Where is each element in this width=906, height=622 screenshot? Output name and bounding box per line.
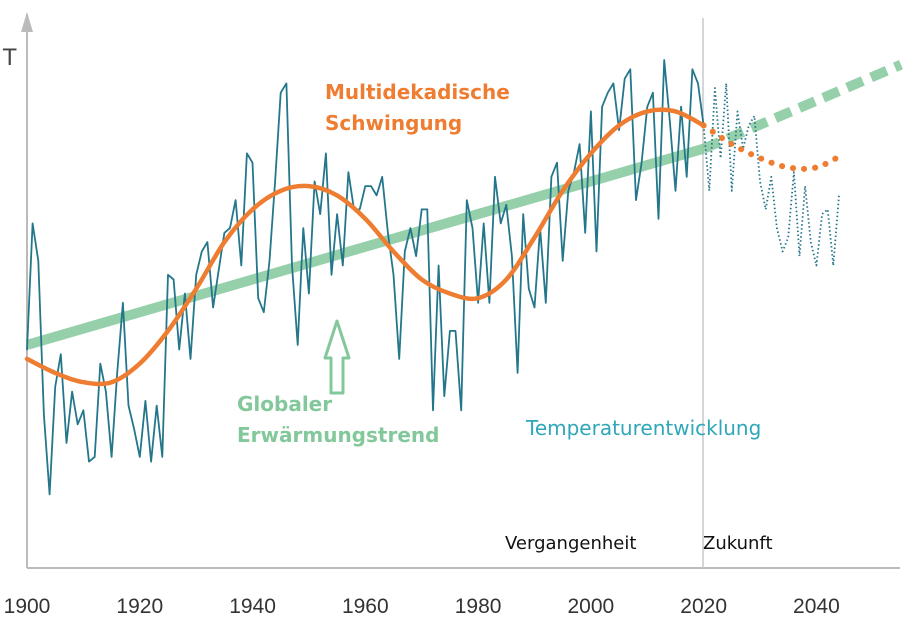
x-tick-label-1920: 1920 xyxy=(116,595,163,618)
oscillation-label-line2: Schwingung xyxy=(325,111,462,135)
series-line-globaler-erwärmungstrend-zukunft-dashed xyxy=(701,60,903,154)
past-label: Vergangenheit xyxy=(505,533,636,554)
oscillation-label-line1: Multidekadische xyxy=(325,80,510,104)
series xyxy=(24,59,903,496)
x-tick-label-2000: 2000 xyxy=(568,595,615,618)
upward-arrow-icon xyxy=(323,319,351,395)
x-tick-label-2040: 2040 xyxy=(793,595,840,618)
y-axis-label: T xyxy=(2,46,17,71)
x-tick-labels: 1900 1920 1940 1960 1980 2000 2020 2040 xyxy=(4,595,840,618)
y-axis-arrow-icon xyxy=(21,12,33,32)
x-tick-label-1940: 1940 xyxy=(229,595,276,618)
x-tick-label-1980: 1980 xyxy=(455,595,502,618)
trend-label-line1: Globaler xyxy=(237,392,332,416)
series-line-multidekadische-schwingung-solid xyxy=(24,107,706,387)
x-tick-label-2020: 2020 xyxy=(680,595,727,618)
x-tick-label-1900: 1900 xyxy=(4,595,51,618)
trend-label-line2: Erwärmungstrend xyxy=(237,423,439,447)
future-label: Zukunft xyxy=(703,533,773,554)
series-line-multidekadische-schwingung-zukunft-dotted xyxy=(700,122,848,172)
series-line-globaler-erwärmungstrend-solid xyxy=(25,143,705,350)
annotations: T Multidekadische Schwingung Globaler Er… xyxy=(2,46,773,554)
axes xyxy=(21,12,900,569)
x-tick-label-1960: 1960 xyxy=(342,595,389,618)
temperature-label: Temperaturentwicklung xyxy=(525,416,761,440)
series-line-temperaturentwicklung-zukunft-dotted xyxy=(702,82,840,267)
series-line-temperaturentwicklung-solid xyxy=(26,59,705,496)
